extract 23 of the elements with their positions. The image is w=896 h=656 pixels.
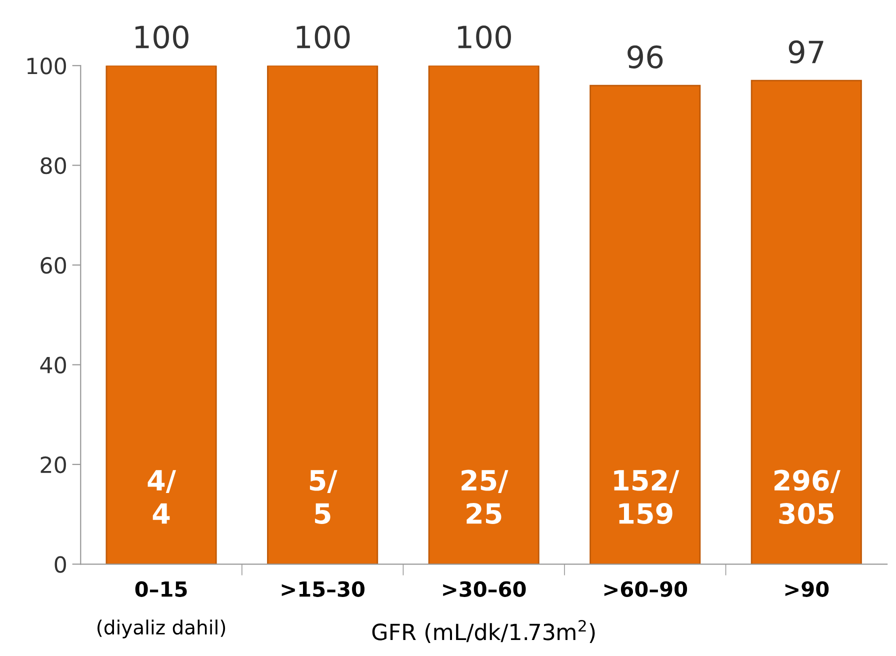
y-tick-label: 40 xyxy=(40,356,66,374)
data-label: 100 xyxy=(135,25,188,49)
annotation: 4/ 4 xyxy=(148,470,176,524)
data-label: 100 xyxy=(458,25,511,49)
annotation: 296/ 305 xyxy=(774,470,840,524)
annotation: 152/ 159 xyxy=(614,470,680,524)
y-tick-label: 100 xyxy=(27,58,66,74)
data-label: 96 xyxy=(628,45,663,69)
text: (diyaliz dahil) xyxy=(97,620,226,638)
x-axis-title: GFR (mL/dk/1.73m$^{2}$) xyxy=(372,620,595,643)
x-tick-label: >90 xyxy=(785,581,829,597)
x-tick-label: >30–60 xyxy=(443,581,526,597)
y-tick-label: 80 xyxy=(40,157,66,174)
y-tick-label: 0 xyxy=(54,556,66,573)
annotation: 25/ 25 xyxy=(462,470,508,524)
y-tick-label: 20 xyxy=(40,456,66,474)
x-tick-label: >60–90 xyxy=(604,581,688,597)
y-tick-label: 60 xyxy=(40,256,66,274)
annotation: 5/ 5 xyxy=(310,470,338,524)
data-label: 100 xyxy=(296,25,350,49)
x-tick-label: 0–15 xyxy=(135,581,187,597)
data-label: 97 xyxy=(788,40,824,64)
x-tick-label: >15–30 xyxy=(282,581,364,597)
